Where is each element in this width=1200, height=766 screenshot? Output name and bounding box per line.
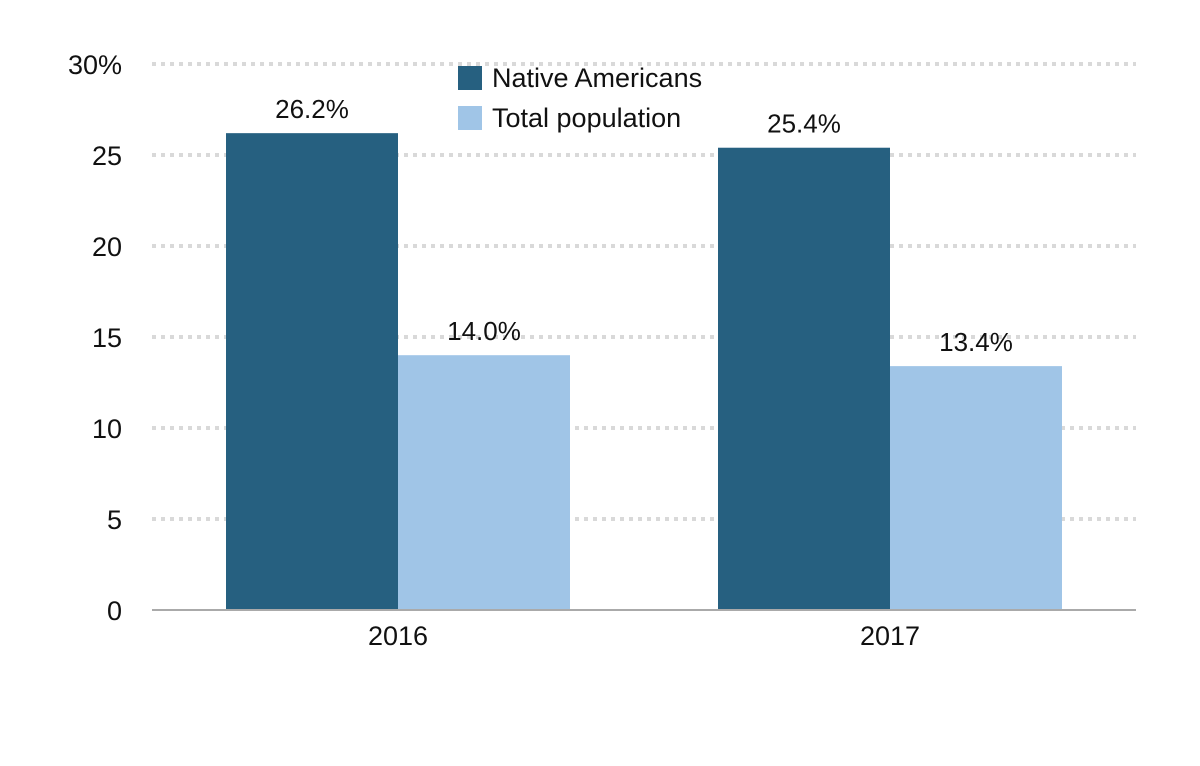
legend-label: Total population [492,103,681,133]
x-tick-label: 2016 [368,621,428,651]
legend-label: Native Americans [492,63,702,93]
bar-native-americans-2017 [718,147,890,610]
y-tick-label: 20 [92,232,122,262]
y-tick-label: 15 [92,323,122,353]
data-label: 25.4% [767,109,841,139]
data-label: 26.2% [275,94,349,124]
legend: Native Americans Total population [458,63,702,133]
y-tick-label: 10 [92,414,122,444]
x-tick-label: 2017 [860,621,920,651]
bar-total-population-2017 [890,366,1062,610]
y-tick-label: 25 [92,141,122,171]
bars: 26.2% 14.0% 25.4% 13.4% [226,94,1062,610]
y-tick-label: 0 [107,596,122,626]
data-label: 13.4% [939,327,1013,357]
bar-native-americans-2016 [226,133,398,610]
y-axis-ticks: 0 5 10 15 20 25 30% [68,50,122,626]
y-tick-label: 30% [68,50,122,80]
legend-swatch [458,66,482,90]
x-axis-ticks: 2016 2017 [368,621,920,651]
data-label: 14.0% [447,316,521,346]
legend-swatch [458,106,482,130]
bar-total-population-2016 [398,355,570,610]
y-tick-label: 5 [107,505,122,535]
